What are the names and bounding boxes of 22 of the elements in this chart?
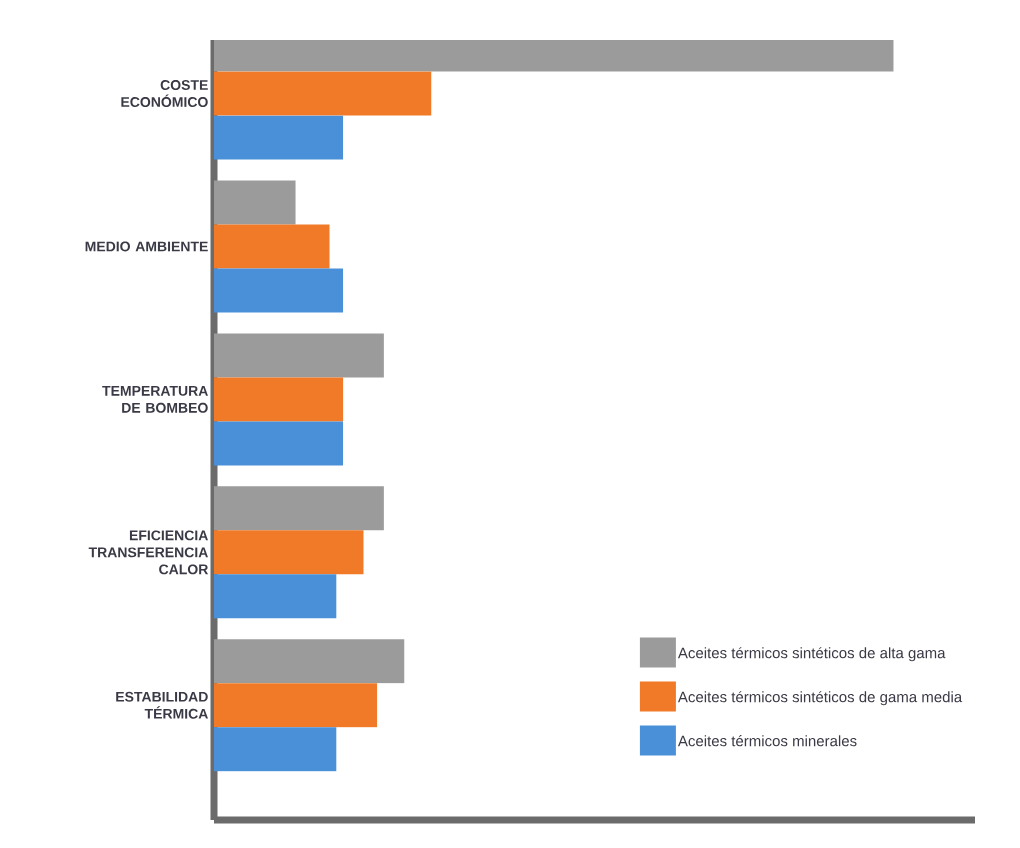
bar	[214, 530, 364, 575]
bar	[214, 268, 344, 313]
bar	[214, 727, 337, 772]
y-tick-label: TEMPERATURA DE BOMBEO	[102, 386, 208, 413]
bar	[214, 71, 432, 116]
legend-label: Aceites térmicos sintéticos de gama media	[677, 691, 963, 706]
bar	[214, 421, 344, 466]
legend-label: Aceites térmicos sintéticos de alta gama	[677, 647, 946, 662]
y-tick-label: ESTABILIDAD TÉRMICA	[116, 691, 208, 719]
bar	[214, 224, 330, 269]
bar	[214, 115, 344, 160]
bar	[214, 333, 384, 378]
bar	[214, 377, 344, 422]
y-tick-label: EFICIENCIA TRANSFERENCIA CALOR	[88, 530, 209, 575]
bar	[214, 180, 296, 225]
bar	[214, 639, 405, 684]
y-tick-label: COSTE ECONÓMICO	[121, 80, 208, 107]
bar	[214, 683, 378, 728]
y-tick-label: MEDIO AMBIENTE	[85, 241, 208, 252]
bar	[214, 574, 337, 619]
legend-label: Aceites térmicos minerales	[677, 735, 857, 747]
bar	[214, 486, 384, 531]
